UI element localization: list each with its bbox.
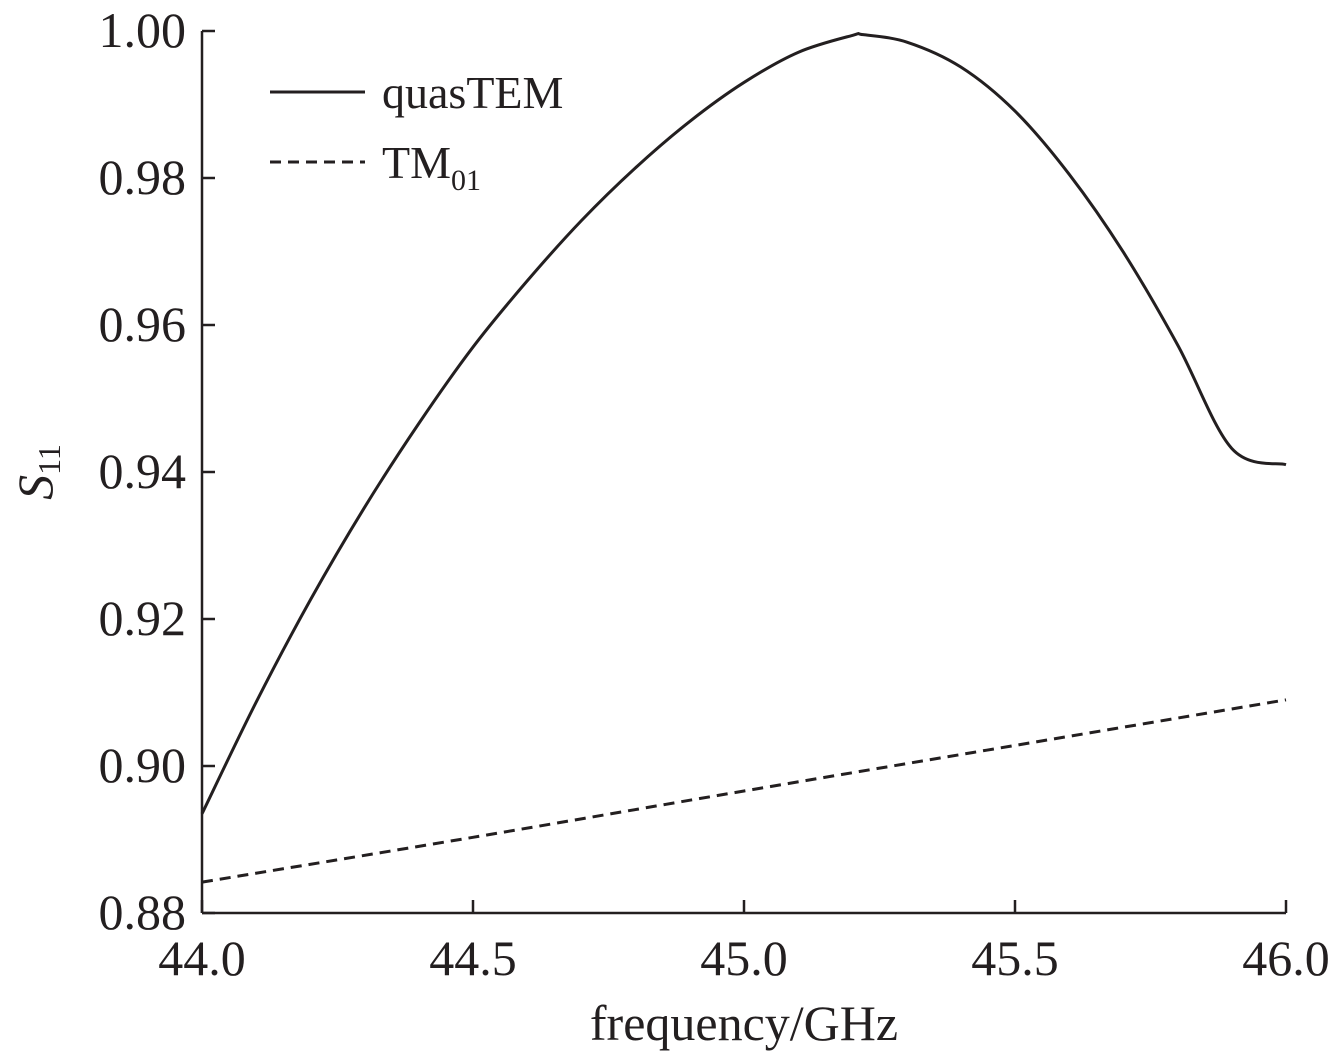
series-group [200,32,1287,884]
legend-label-tm01: TM01 [382,137,481,197]
y-axis-title: S11 [7,444,67,500]
y-tick-label: 0.94 [99,443,187,499]
x-axis-title: frequency/GHz [590,995,898,1051]
x-tick-label: 45.5 [971,930,1059,986]
x-tick-label: 46.0 [1242,930,1330,986]
y-tick-label: 0.90 [99,737,187,793]
y-tick-label: 0.98 [99,149,187,205]
legend: quasTEM TM01 [270,67,563,197]
series-line-quastem [200,32,1287,815]
x-tick-label: 44.5 [429,930,517,986]
series-line-tm01 [201,698,1287,884]
y-tick-label: 1.00 [99,2,187,58]
x-tick-label: 44.0 [158,930,246,986]
y-axis-title-main: S [7,475,63,500]
y-tick-label: 0.96 [99,296,187,352]
x-ticks: 44.0 44.5 45.0 45.5 46.0 [158,900,1330,986]
y-axis-title-subscript: 11 [31,444,67,475]
y-tick-label: 0.88 [99,884,187,940]
y-ticks: 0.88 0.90 0.92 0.94 0.96 0.98 1.00 [99,2,215,940]
x-tick-label: 45.0 [700,930,788,986]
legend-label-tm01-main: TM [382,137,451,188]
legend-label-quastem: quasTEM [382,67,563,118]
legend-label-tm01-subscript: 01 [451,164,481,197]
y-tick-label: 0.92 [99,590,187,646]
